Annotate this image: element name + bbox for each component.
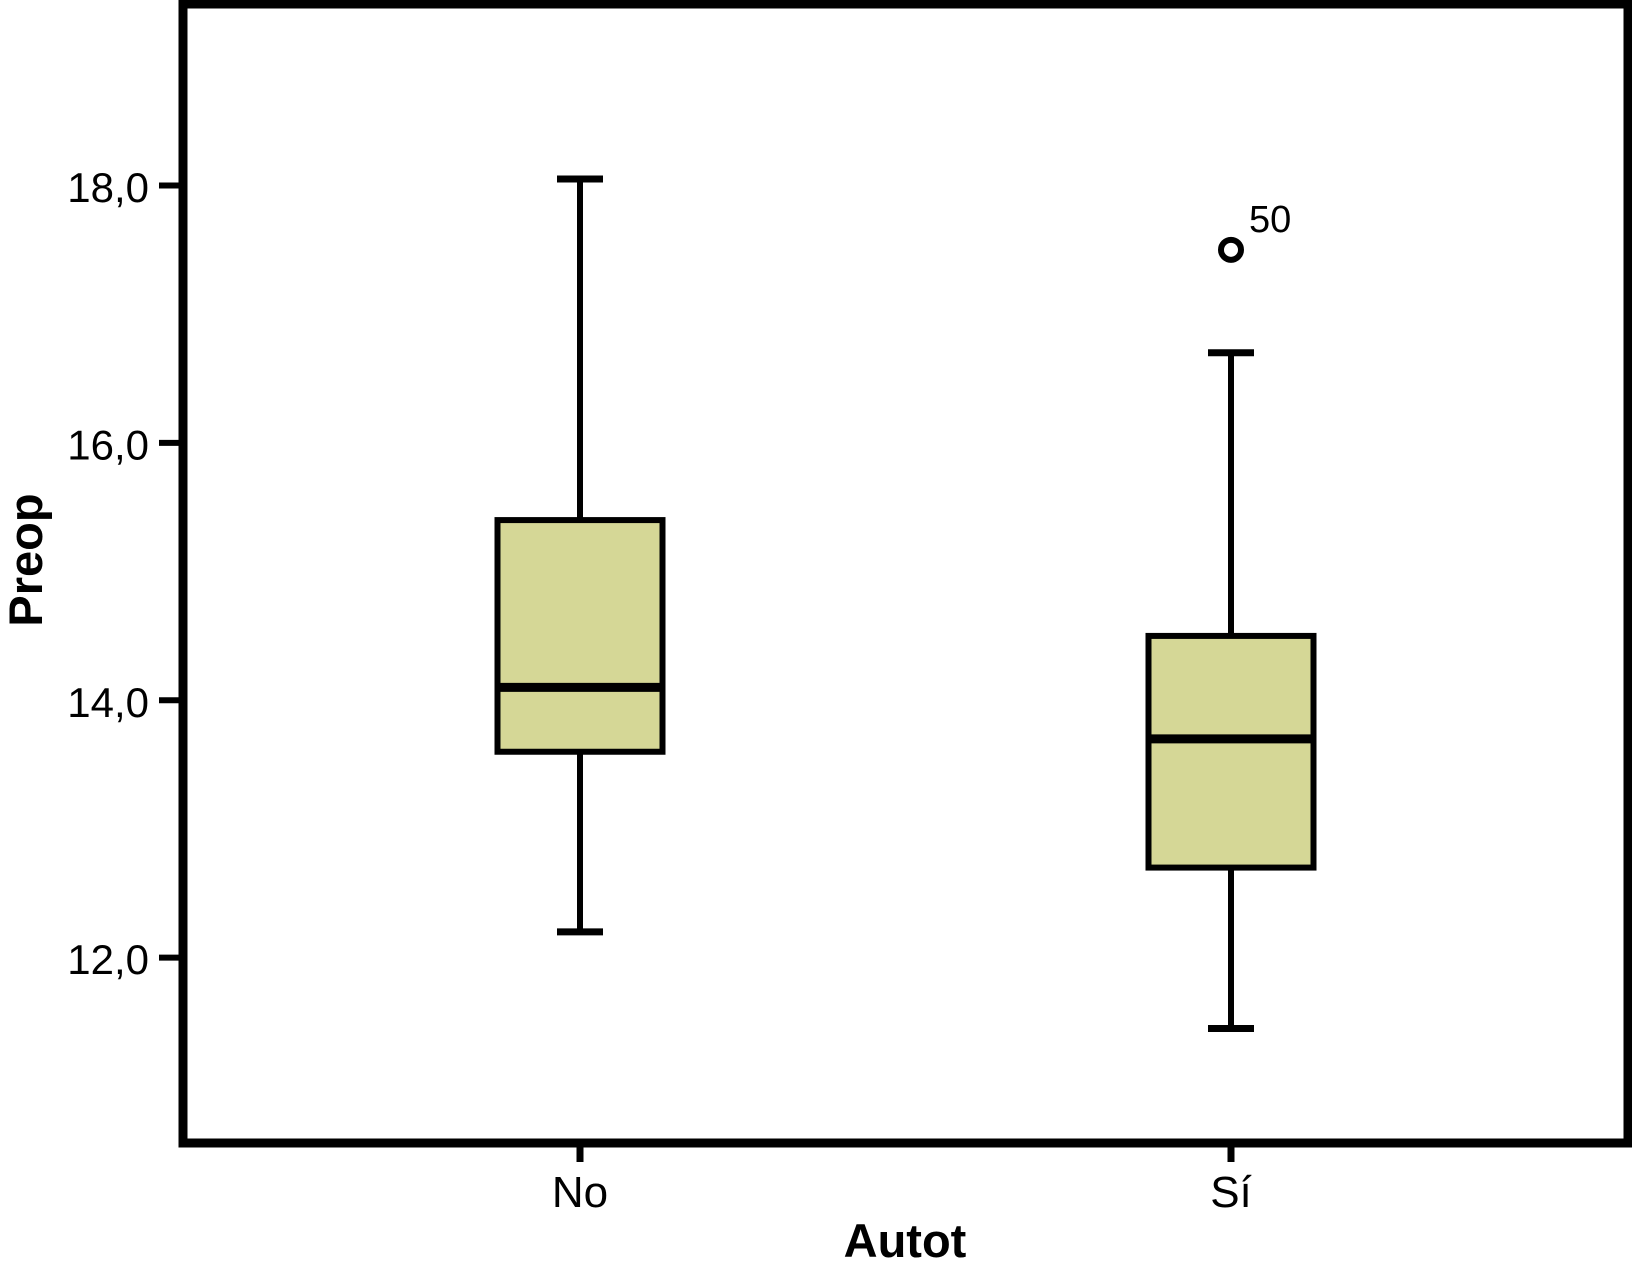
boxes-layer: 50 <box>494 175 1317 1032</box>
box-rect <box>1145 632 1317 871</box>
box-group-Sí: 50 <box>1145 199 1317 1032</box>
y-tick-label: 16,0 <box>67 421 149 468</box>
y-tick-label: 12,0 <box>67 936 149 983</box>
y-tick-label: 14,0 <box>67 679 149 726</box>
x-axis-title: Autot <box>844 1214 967 1267</box>
y-axis-title: Preop <box>0 493 52 626</box>
plot-frame <box>178 0 1632 1148</box>
y-tick-label: 18,0 <box>67 164 149 211</box>
x-axis-ticks: No Sí <box>552 1143 1253 1217</box>
box-group-No <box>494 175 666 936</box>
outlier-point <box>1218 236 1244 263</box>
y-axis-ticks: 12,0 14,0 16,0 18,0 <box>67 164 183 983</box>
box-rect <box>494 517 666 755</box>
category-label-Sí: Sí <box>1210 1168 1252 1217</box>
category-label-No: No <box>552 1168 608 1217</box>
outlier-label: 50 <box>1249 199 1291 241</box>
